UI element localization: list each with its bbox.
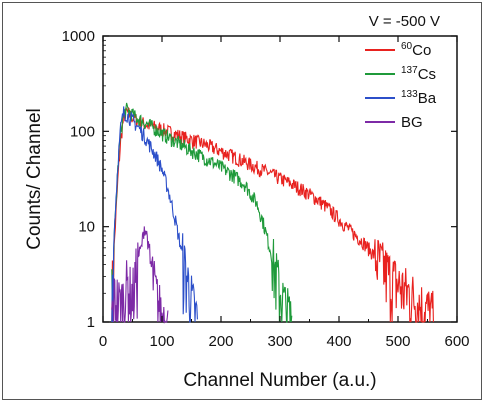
x-tick-label: 0 <box>99 333 107 350</box>
legend-base: Ba <box>418 90 437 107</box>
series-line-bg <box>111 226 169 324</box>
x-tick-label: 100 <box>149 333 174 350</box>
legend-entry-label: 133Ba <box>401 89 437 107</box>
x-axis-title: Channel Number (a.u.) <box>183 370 376 391</box>
legend-entry-label: 60Co <box>401 41 431 59</box>
legend-base: Cs <box>418 66 436 83</box>
series-line-133ba <box>111 106 198 323</box>
plot-content <box>111 102 434 324</box>
chart-frame <box>2 2 482 400</box>
x-tick-label: 600 <box>444 333 469 350</box>
x-tick-label: 300 <box>267 333 292 350</box>
legend-superscript: 60 <box>401 41 413 52</box>
y-axis-title: Counts/ Channel <box>24 108 45 250</box>
y-tick-label: 1 <box>87 314 95 331</box>
y-tick-label: 10 <box>78 219 95 236</box>
y-tick-label: 1000 <box>62 28 95 45</box>
x-tick-label: 200 <box>208 333 233 350</box>
legend-base: Co <box>412 42 431 59</box>
legend-entry-label: 137Cs <box>401 65 436 83</box>
legend-superscript: 137 <box>401 65 418 76</box>
legend-entry-label: BG <box>401 114 423 131</box>
y-tick-label: 100 <box>70 123 95 140</box>
voltage-annotation: V = -500 V <box>369 13 440 30</box>
legend-superscript: 133 <box>401 89 418 100</box>
series-line-137cs <box>111 102 293 323</box>
x-tick-label: 400 <box>326 333 351 350</box>
tick-group: 0 100 200 300 400 500 600 1 10 100 1000 <box>62 28 470 350</box>
x-tick-label: 500 <box>385 333 410 350</box>
